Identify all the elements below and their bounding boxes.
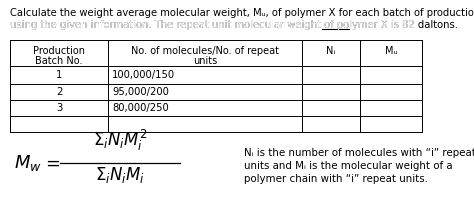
Text: Mᵤ: Mᵤ (385, 46, 397, 56)
Text: $=$: $=$ (42, 154, 61, 172)
Text: Nᵢ: Nᵢ (327, 46, 336, 56)
Text: units: units (193, 56, 217, 66)
Text: 80,000/250: 80,000/250 (112, 103, 169, 113)
Text: No. of molecules/No. of repeat: No. of molecules/No. of repeat (131, 46, 279, 56)
Text: Production: Production (33, 46, 85, 56)
Text: 2: 2 (56, 87, 62, 97)
Text: $M_w$: $M_w$ (14, 153, 42, 173)
Text: using the given information. The repeat unit molecular weight of polymer X is 82: using the given information. The repeat … (10, 20, 458, 30)
Text: Nᵢ is the number of molecules with “i” repeat: Nᵢ is the number of molecules with “i” r… (244, 148, 474, 158)
Text: Calculate the weight average molecular weight, Mᵤ, of polymer X for each batch o: Calculate the weight average molecular w… (10, 8, 474, 18)
Text: using the given information. The repeat unit molecular weight of polymer X is 82: using the given information. The repeat … (10, 20, 418, 30)
Text: 1: 1 (56, 70, 62, 80)
Text: $\Sigma_i N_i M_i^2$: $\Sigma_i N_i M_i^2$ (93, 128, 147, 153)
Text: units and Mᵢ is the molecular weight of a: units and Mᵢ is the molecular weight of … (244, 161, 453, 171)
Text: 3: 3 (56, 103, 62, 113)
Text: $\Sigma_i N_i M_i$: $\Sigma_i N_i M_i$ (95, 165, 145, 185)
Text: 95,000/200: 95,000/200 (112, 87, 169, 97)
Text: 100,000/150: 100,000/150 (112, 70, 175, 80)
Text: polymer chain with “i” repeat units.: polymer chain with “i” repeat units. (244, 174, 428, 184)
Text: Batch No.: Batch No. (35, 56, 83, 66)
